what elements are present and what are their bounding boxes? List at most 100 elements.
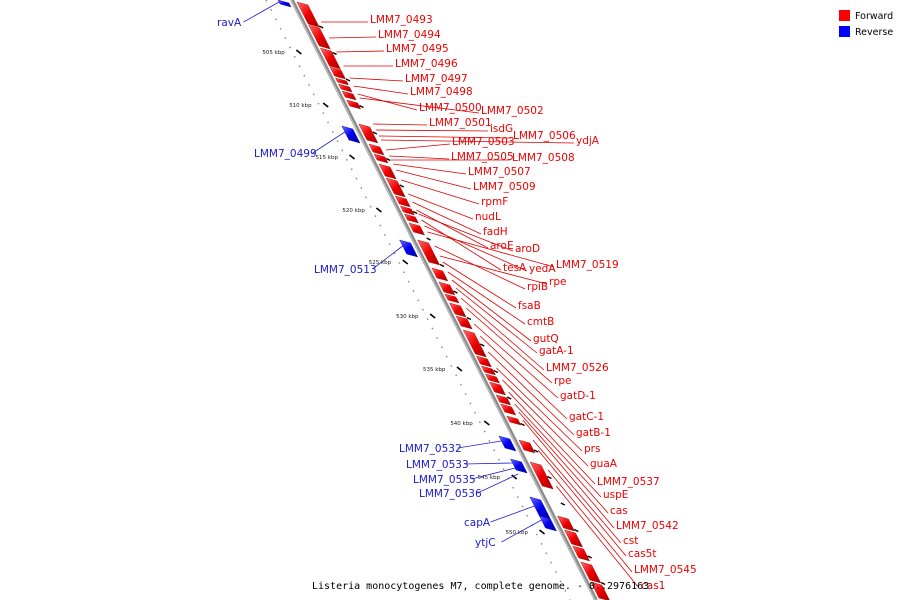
forward-tick-dash: [359, 104, 364, 109]
tick-label: 535 kbp: [423, 367, 446, 373]
forward-leader-line: [427, 231, 555, 268]
forward-gene-label: LMM7_0507: [468, 166, 531, 178]
forward-gene-label: LMM7_0503: [452, 136, 515, 148]
forward-leader-line: [401, 179, 480, 205]
forward-leader-line: [447, 271, 526, 325]
forward-gene: [368, 143, 385, 156]
tick-mark: [349, 154, 356, 160]
forward-leader-line: [378, 135, 512, 139]
forward-gene: [495, 394, 512, 406]
forward-tick-dash: [466, 316, 472, 321]
forward-gene: [590, 581, 610, 600]
forward-leader-line: [465, 307, 553, 384]
genome-axis-highlight: [290, 0, 596, 600]
legend: Forward Reverse: [839, 10, 893, 38]
forward-gene-label: LMM7_0502: [481, 105, 544, 117]
forward-tick-dash: [453, 290, 458, 294]
forward-tick-dash: [573, 528, 579, 533]
forward-tick-dash: [493, 369, 499, 374]
forward-leader-line: [439, 255, 548, 285]
forward-gene: [481, 365, 496, 376]
forward-tick-dash: [385, 157, 391, 162]
tick-label: 510 kbp: [289, 103, 312, 109]
forward-leader-line: [502, 379, 589, 467]
forward-tick-dash: [332, 51, 337, 56]
forward-tick-dash: [520, 422, 525, 427]
forward-gene-label: LMM7_0494: [378, 29, 441, 41]
forward-gene: [489, 381, 506, 396]
forward-leader-line: [508, 391, 596, 485]
forward-gene-label: gatC-1: [569, 411, 604, 423]
forward-gene: [529, 461, 554, 490]
reverse-leader-line: [477, 473, 519, 494]
forward-tick-dash: [412, 210, 418, 215]
legend-swatch: [839, 26, 850, 37]
legend-swatch: [839, 10, 850, 21]
forward-tick-dash: [345, 78, 351, 82]
reverse-leader-line: [372, 245, 403, 270]
reverse-gene-label: LMM7_0533: [406, 459, 469, 471]
forward-gene-label: LMM7_0496: [395, 58, 458, 70]
map-caption: Listeria monocytogenes M7, complete geno…: [312, 581, 649, 592]
forward-gene: [455, 315, 473, 330]
forward-leader-line: [434, 245, 526, 290]
tick-label: 530 kbp: [396, 314, 419, 320]
forward-tick-dash: [318, 25, 324, 29]
forward-leader-line: [479, 335, 568, 420]
forward-gene-label: gatA-1: [539, 345, 574, 357]
forward-gene: [385, 177, 406, 198]
forward-gene: [346, 99, 362, 110]
forward-gene-label: LMM7_0545: [634, 564, 697, 576]
forward-gene-label: gatB-1: [576, 427, 611, 439]
forward-tick-dash: [372, 131, 378, 135]
reverse-gene-label: LMM7_0535: [413, 474, 476, 486]
forward-gene-label: prs: [584, 443, 600, 455]
tick-mark: [483, 420, 490, 426]
forward-gene-label: fsaB: [518, 300, 541, 312]
forward-leader-line: [455, 287, 538, 354]
tick-mark: [322, 102, 329, 108]
forward-leader-line: [408, 193, 474, 220]
forward-gene: [308, 24, 331, 50]
tick-label: 550 kbp: [506, 530, 529, 536]
tick-mark: [375, 207, 382, 213]
forward-gene-label: LMM7_0537: [597, 476, 660, 488]
forward-leader-line: [389, 155, 450, 160]
tick-mark: [539, 529, 546, 535]
forward-gene-label: LMM7_0542: [616, 520, 679, 532]
forward-gene: [341, 90, 357, 101]
forward-gene-label: LMM7_0493: [370, 14, 433, 26]
forward-gene: [462, 329, 487, 358]
forward-gene-label: rpmF: [481, 196, 508, 208]
forward-leader-line: [555, 485, 640, 589]
tick-label: 515 kbp: [316, 155, 339, 161]
forward-leader-line: [380, 139, 575, 144]
forward-gene: [431, 267, 449, 282]
forward-leader-line: [336, 50, 385, 53]
tick-label: 505 kbp: [262, 50, 285, 56]
forward-leader-line: [547, 469, 633, 573]
reverse-gene: [539, 515, 557, 532]
forward-leader-line: [329, 36, 377, 39]
forward-gene-label: LMM7_0498: [410, 86, 473, 98]
forward-leader-line: [514, 403, 602, 498]
forward-gene: [564, 529, 584, 548]
forward-leader-line: [451, 279, 532, 342]
forward-gene: [408, 222, 425, 236]
forward-leader-line: [537, 449, 627, 557]
reverse-track-dots: [265, 0, 571, 600]
reverse-gene-label: LMM7_0499: [254, 148, 317, 160]
forward-gene-label: LMM7_0508: [512, 152, 575, 164]
forward-gene: [319, 47, 341, 70]
forward-gene: [394, 195, 411, 208]
forward-leader-line: [473, 323, 559, 399]
forward-gene-label: yedA: [529, 263, 556, 275]
reverse-gene-label: LMM7_0513: [314, 264, 377, 276]
forward-gene-label: gatD-1: [560, 390, 596, 402]
forward-tick-dash: [560, 502, 566, 506]
forward-tick-dash: [506, 396, 512, 400]
forward-leader-line: [518, 411, 609, 514]
forward-gene: [358, 123, 379, 144]
reverse-leader-line: [312, 131, 346, 154]
forward-gene-label: isdG: [490, 123, 513, 135]
